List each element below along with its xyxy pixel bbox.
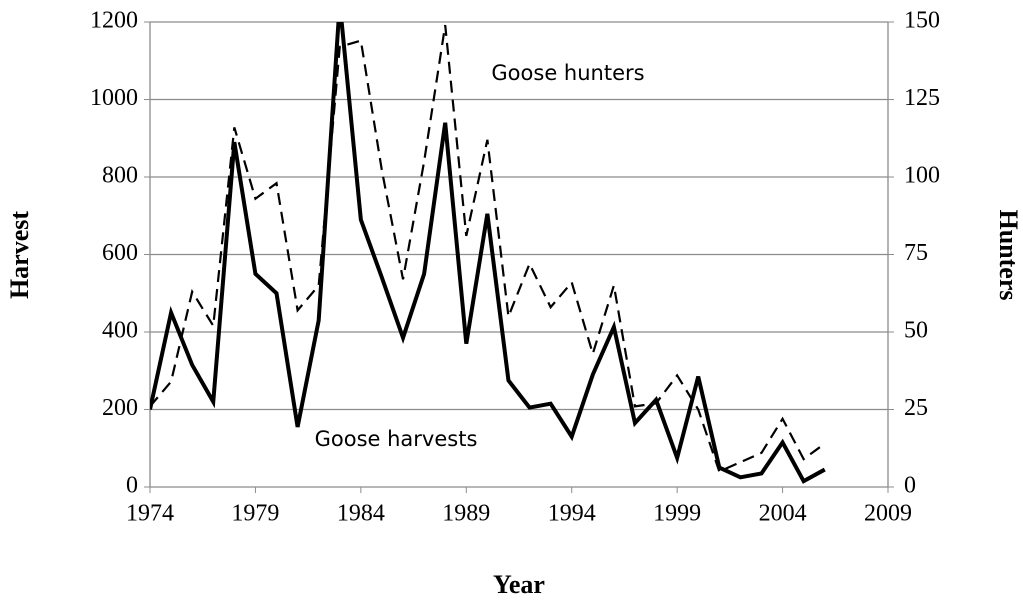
y2-tick-label: 0 [904, 473, 916, 499]
x-tick-label: 1994 [548, 501, 596, 527]
y-tick-label: 200 [102, 395, 138, 421]
y2-axis-title: Hunters [994, 210, 1023, 301]
series-line [150, 22, 826, 484]
y2-tick-label: 25 [904, 395, 928, 421]
annotation: Goose hunters [491, 61, 644, 85]
x-tick-label: 1999 [653, 501, 701, 527]
x-tick-label: 2009 [864, 501, 912, 527]
y2-tick-label: 75 [904, 240, 928, 266]
x-axis-title: Year [493, 570, 545, 599]
y2-tick-label: 150 [904, 8, 940, 34]
x-tick-label: 1979 [231, 501, 279, 527]
y2-tick-label: 125 [904, 85, 940, 111]
x-tick-label: 1989 [442, 501, 490, 527]
y2-tick-label: 50 [904, 318, 928, 344]
x-tick-label: 1974 [126, 501, 174, 527]
y-tick-label: 1200 [90, 8, 138, 34]
y-tick-label: 400 [102, 318, 138, 344]
y2-tick-label: 100 [904, 163, 940, 189]
series-line [150, 24, 826, 473]
x-tick-label: 2004 [759, 501, 807, 527]
y-tick-label: 600 [102, 240, 138, 266]
y-axis-title: Harvest [5, 211, 34, 299]
y-tick-label: 0 [126, 473, 138, 499]
y-tick-label: 1000 [90, 85, 138, 111]
x-tick-label: 1984 [337, 501, 385, 527]
annotation: Goose harvests [315, 427, 478, 451]
y-tick-label: 800 [102, 163, 138, 189]
